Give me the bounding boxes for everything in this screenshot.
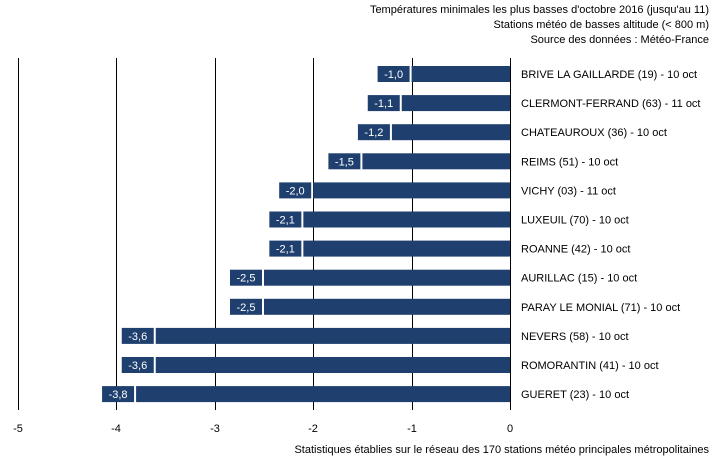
x-tick-label: -5	[13, 423, 23, 435]
category-label: BRIVE LA GAILLARDE (19) - 10 oct	[521, 69, 697, 81]
category-label: ROANNE (42) - 10 oct	[521, 244, 630, 256]
x-tick-label: -2	[308, 423, 318, 435]
value-label: -2,1	[276, 244, 295, 256]
bar	[313, 182, 510, 199]
category-label: CHATEAUROUX (36) - 10 oct	[521, 127, 667, 139]
value-label-box	[377, 66, 410, 82]
category-label: NEVERS (58) - 10 oct	[521, 331, 629, 343]
bar	[155, 327, 510, 344]
category-label: VICHY (03) - 11 oct	[521, 185, 616, 197]
value-label: -3,6	[128, 331, 147, 343]
x-tick-label: -4	[111, 423, 121, 435]
bar	[391, 124, 510, 141]
bar	[303, 211, 510, 228]
bar	[362, 153, 510, 170]
bar	[264, 269, 510, 286]
value-label-box	[367, 95, 400, 112]
value-label-box	[121, 357, 154, 373]
bar	[136, 386, 510, 403]
value-label: -3,6	[128, 360, 147, 372]
value-label: -2,0	[286, 185, 305, 197]
x-tick-label: -1	[407, 423, 417, 435]
value-label-box	[269, 240, 302, 257]
category-label: PARAY LE MONIAL (71) - 10 oct	[521, 302, 680, 314]
value-label: -3,8	[109, 389, 128, 401]
category-label: AURILLAC (15) - 10 oct	[521, 273, 637, 285]
value-label-box	[357, 124, 390, 141]
category-label: GUERET (23) - 10 oct	[521, 389, 629, 401]
value-label: -1,2	[364, 127, 383, 139]
chart-footnote: Statistiques établies sur le réseau des …	[294, 444, 709, 456]
value-label: -1,5	[335, 156, 354, 168]
bar	[303, 240, 510, 257]
x-tick-label: -3	[210, 423, 220, 435]
category-label: CLERMONT-FERRAND (63) - 11 oct	[521, 98, 701, 110]
chart-subtitle-1: Stations météo de basses altitude (< 800…	[493, 19, 709, 31]
category-label: ROMORANTIN (41) - 10 oct	[521, 360, 659, 372]
value-label-box	[279, 182, 312, 199]
value-label: -1,1	[374, 98, 393, 110]
value-label: -1,0	[384, 69, 403, 81]
value-label: -2,1	[276, 215, 295, 227]
bar	[264, 298, 510, 315]
category-label: LUXEUIL (70) - 10 oct	[521, 215, 629, 227]
value-label-box	[230, 298, 262, 315]
chart-subtitle-2: Source des données : Météo-France	[530, 34, 709, 46]
value-label-box	[269, 211, 302, 228]
bar	[411, 66, 510, 82]
value-label-box	[121, 327, 154, 344]
value-label: -2,5	[237, 273, 256, 285]
value-label-box	[328, 153, 361, 170]
category-label: REIMS (51) - 10 oct	[521, 156, 618, 168]
bar	[155, 357, 510, 373]
value-label-box	[102, 386, 135, 403]
chart-title: Températures minimales les plus basses d…	[369, 4, 709, 16]
value-label: -2,5	[237, 302, 256, 314]
chart-title-block: Températures minimales les plus basses d…	[370, 3, 709, 48]
value-label-box	[230, 269, 262, 286]
x-tick-label: 0	[507, 423, 513, 435]
bar	[401, 95, 510, 112]
